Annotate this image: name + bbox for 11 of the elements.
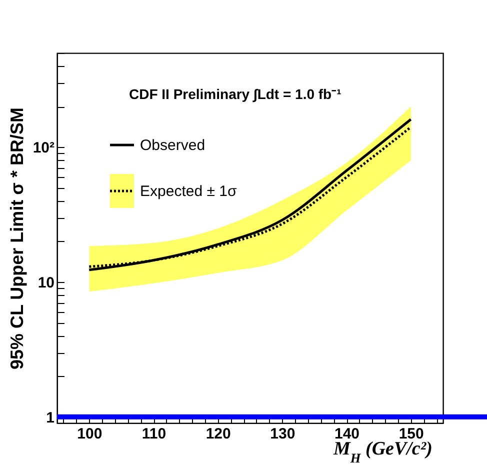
x-tick-label: 120 xyxy=(206,426,231,442)
x-tick-label: 130 xyxy=(270,426,296,442)
y-tick-label: 10 xyxy=(38,274,54,292)
y-tick-label: 1 xyxy=(46,409,54,426)
y-tick-label: 10² xyxy=(32,140,54,157)
x-tick-label: 100 xyxy=(77,426,102,442)
x-tick-label: 110 xyxy=(142,426,166,442)
legend-label: Observed xyxy=(140,137,206,154)
y-axis-title: 95% CL Upper Limit σ * BR/SM xyxy=(6,107,27,370)
annotation: CDF II Preliminary ∫Ldt = 1.0 fb⁻¹ xyxy=(129,86,342,103)
legend-label: Expected ± 1σ xyxy=(140,183,238,200)
